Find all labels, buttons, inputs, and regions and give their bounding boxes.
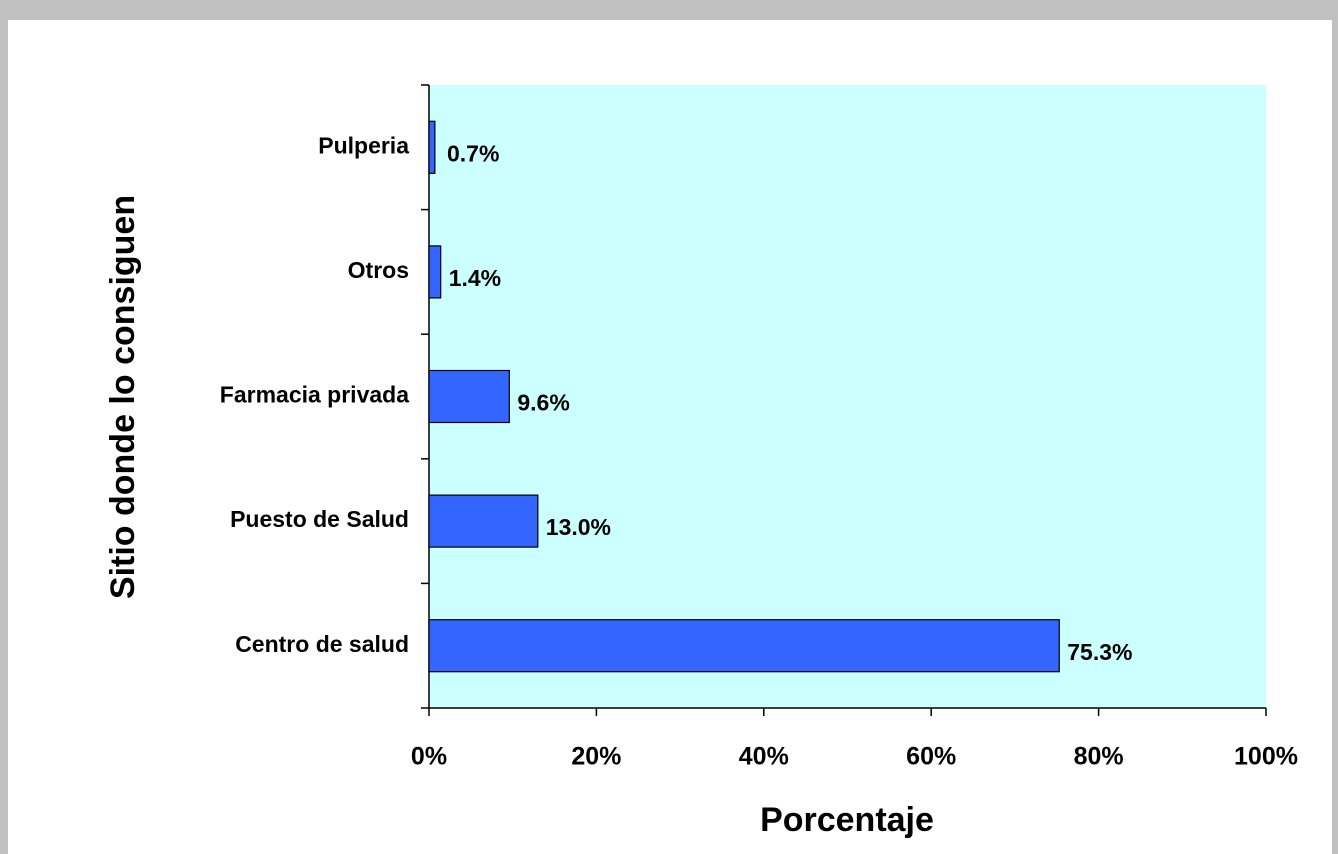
y-tick-label: Pulperia bbox=[318, 132, 409, 158]
bar bbox=[428, 494, 539, 548]
bar bbox=[428, 369, 510, 424]
y-tick-label: Otros bbox=[348, 257, 409, 283]
value-label: 9.6% bbox=[517, 390, 569, 416]
bar bbox=[428, 619, 1060, 673]
y-tick-label: Puesto de Salud bbox=[230, 506, 409, 532]
x-tick-label: 80% bbox=[1074, 743, 1124, 771]
x-axis-title: Porcentaje bbox=[760, 801, 934, 839]
x-tick-label: 20% bbox=[571, 743, 621, 771]
plot-area bbox=[429, 85, 1266, 708]
value-label: 1.4% bbox=[449, 265, 501, 291]
bar bbox=[428, 120, 436, 174]
value-label: 13.0% bbox=[546, 514, 611, 540]
x-tick-label: 0% bbox=[411, 743, 447, 771]
bar bbox=[428, 245, 442, 299]
value-label: 75.3% bbox=[1067, 639, 1132, 665]
y-axis-title: Sitio donde lo consiguen bbox=[104, 195, 142, 599]
value-label: 0.7% bbox=[447, 140, 499, 166]
y-tick-label: Centro de salud bbox=[235, 631, 409, 657]
x-tick-label: 40% bbox=[739, 743, 789, 771]
y-tick-label: Farmacia privada bbox=[220, 382, 409, 408]
x-tick-label: 100% bbox=[1234, 743, 1298, 771]
x-tick-label: 60% bbox=[906, 743, 956, 771]
